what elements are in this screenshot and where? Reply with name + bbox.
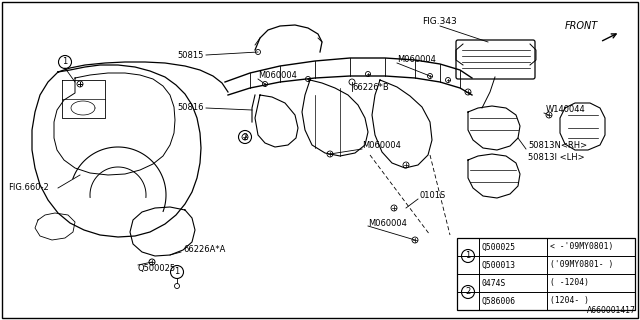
Text: FIG.343: FIG.343 (422, 18, 457, 27)
Text: M060004: M060004 (397, 55, 436, 65)
Bar (457, 238, 635, 310)
Text: 50816: 50816 (177, 103, 204, 113)
Text: (1204- ): (1204- ) (550, 297, 589, 306)
Text: A660001417: A660001417 (587, 306, 636, 315)
Text: Q500013: Q500013 (482, 260, 516, 269)
Text: 2: 2 (243, 132, 248, 141)
Text: M060004: M060004 (368, 219, 407, 228)
Text: Q586006: Q586006 (482, 297, 516, 306)
Text: 66226A*A: 66226A*A (183, 245, 225, 254)
Text: 0474S: 0474S (482, 278, 506, 287)
Text: 66226*B: 66226*B (352, 84, 388, 92)
Text: 50813I <LH>: 50813I <LH> (528, 153, 584, 162)
Text: Q500025: Q500025 (138, 263, 176, 273)
Text: M060004: M060004 (258, 71, 297, 81)
Text: Q500025: Q500025 (482, 243, 516, 252)
Text: ( -1204): ( -1204) (550, 278, 589, 287)
Text: M060004: M060004 (362, 141, 401, 150)
Text: 0101S: 0101S (420, 191, 446, 201)
Text: FRONT: FRONT (565, 21, 598, 31)
Text: W140044: W140044 (546, 106, 586, 115)
Text: FIG.660-2: FIG.660-2 (8, 183, 49, 193)
Text: 1: 1 (465, 252, 470, 260)
Text: 50815: 50815 (178, 51, 204, 60)
Text: ('09MY0801- ): ('09MY0801- ) (550, 260, 613, 269)
Text: 2: 2 (465, 287, 470, 297)
Text: < -'09MY0801): < -'09MY0801) (550, 243, 613, 252)
Text: 50813N<RH>: 50813N<RH> (528, 141, 587, 150)
Text: 1: 1 (62, 58, 68, 67)
Text: 1: 1 (174, 268, 180, 276)
